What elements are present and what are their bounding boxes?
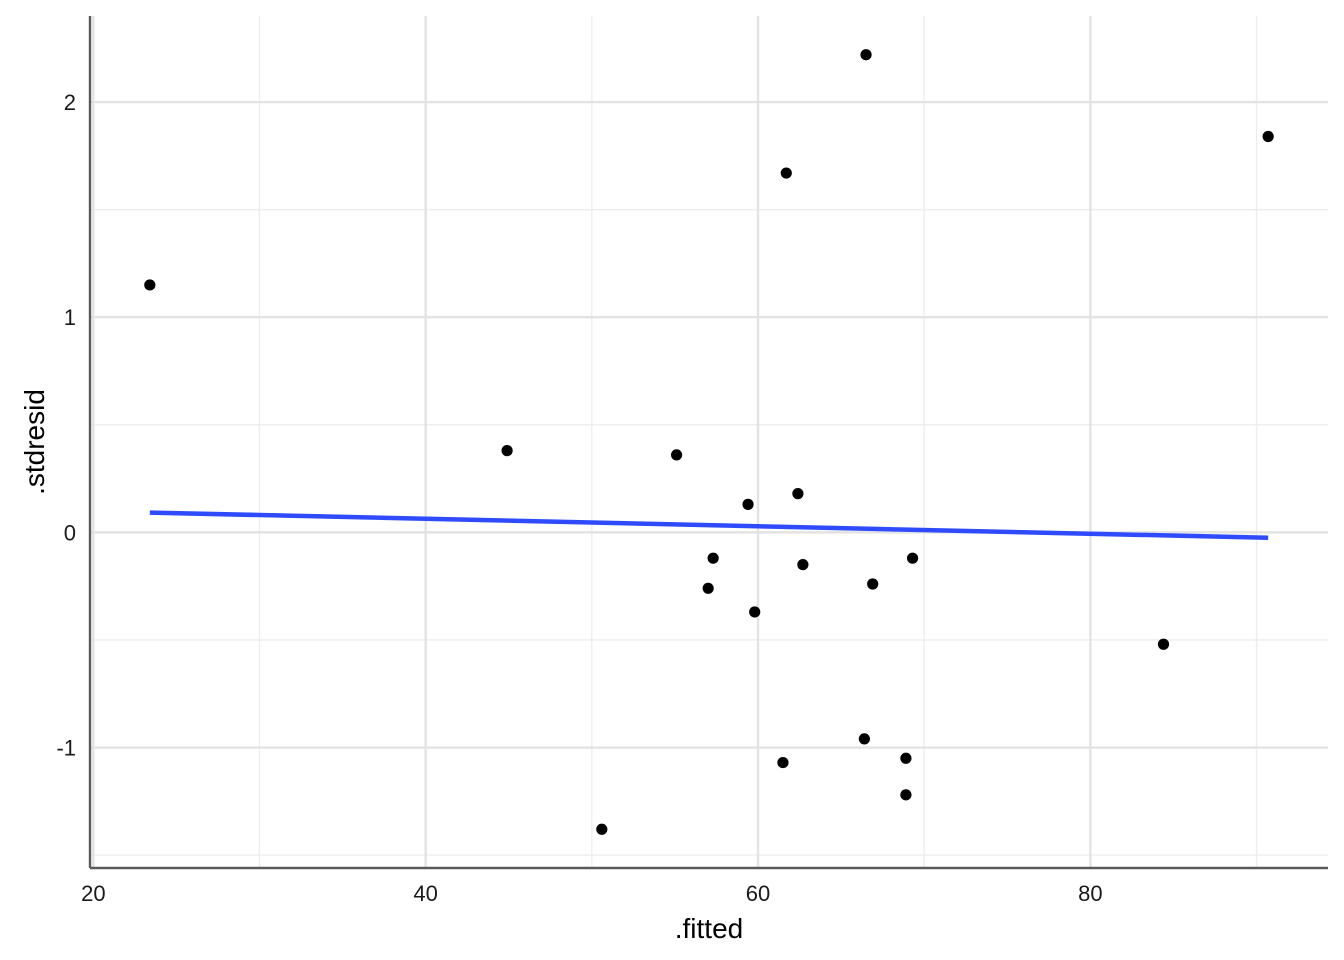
- minor-gridlines: [90, 16, 1328, 868]
- data-point: [867, 578, 879, 590]
- trend-line: [149, 510, 1269, 540]
- trend-line-group: [149, 510, 1269, 540]
- y-tick-label: 2: [64, 90, 76, 115]
- x-tick-label: 20: [81, 881, 105, 906]
- data-point: [792, 488, 804, 500]
- data-point: [596, 823, 608, 835]
- data-point: [749, 606, 761, 618]
- major-gridlines: [90, 16, 1328, 868]
- x-tick-labels: 20 40 60 80: [81, 881, 1103, 906]
- x-tick-label: 40: [413, 881, 437, 906]
- data-point: [860, 49, 872, 61]
- data-point: [144, 279, 156, 291]
- data-point: [1157, 638, 1170, 650]
- data-point: [780, 167, 792, 179]
- data-point: [900, 752, 912, 764]
- axes: [88, 16, 1328, 870]
- y-tick-label: 0: [64, 520, 76, 545]
- x-axis-title: .fitted: [675, 913, 743, 944]
- data-point: [797, 559, 809, 571]
- data-points: [144, 49, 1274, 835]
- data-point: [670, 449, 683, 461]
- data-point: [906, 552, 919, 564]
- data-point: [702, 582, 714, 594]
- y-tick-label: -1: [56, 736, 76, 761]
- data-point: [858, 733, 870, 745]
- y-tick-label: 1: [64, 305, 76, 330]
- y-axis-title: .stdresid: [19, 389, 50, 495]
- x-tick-label: 60: [746, 881, 770, 906]
- data-point: [501, 445, 513, 457]
- x-tick-label: 80: [1078, 881, 1102, 906]
- data-point: [777, 756, 789, 769]
- y-tick-labels: -1 0 1 2: [56, 90, 76, 760]
- data-point: [742, 498, 754, 510]
- data-point: [900, 789, 912, 801]
- data-point: [1262, 130, 1274, 143]
- data-point: [707, 552, 719, 564]
